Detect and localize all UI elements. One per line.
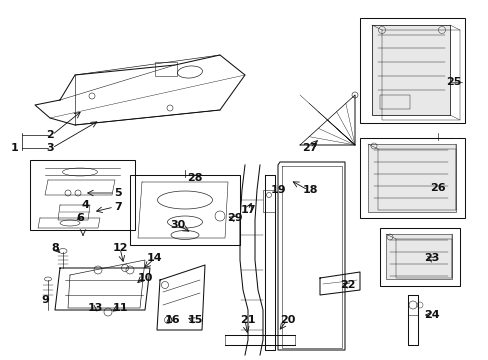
Bar <box>379 228 459 286</box>
Bar <box>155 62 177 76</box>
Text: 15: 15 <box>187 315 202 325</box>
Text: 6: 6 <box>76 213 84 223</box>
Text: 19: 19 <box>270 185 285 195</box>
Text: 24: 24 <box>423 310 439 320</box>
Bar <box>359 138 464 218</box>
Text: 11: 11 <box>112 303 127 313</box>
Text: 23: 23 <box>424 253 439 263</box>
Bar <box>30 160 135 230</box>
Text: 22: 22 <box>340 280 355 290</box>
Text: 10: 10 <box>137 273 152 283</box>
Text: 16: 16 <box>164 315 180 325</box>
Text: 8: 8 <box>51 243 59 253</box>
Text: 29: 29 <box>227 213 243 223</box>
Text: 1: 1 <box>11 143 19 153</box>
Text: 4: 4 <box>81 200 89 210</box>
Text: 2: 2 <box>46 130 54 140</box>
Text: 17: 17 <box>240 205 255 215</box>
Text: 18: 18 <box>302 185 317 195</box>
Text: 20: 20 <box>280 315 295 325</box>
Bar <box>385 234 451 279</box>
Text: 7: 7 <box>114 202 122 212</box>
Bar <box>379 95 409 109</box>
Bar <box>130 175 240 245</box>
Bar <box>263 190 274 212</box>
Text: 26: 26 <box>429 183 445 193</box>
Text: 30: 30 <box>170 220 185 230</box>
Bar <box>359 18 464 123</box>
Text: 28: 28 <box>187 173 203 183</box>
Bar <box>367 144 455 212</box>
Text: 12: 12 <box>112 243 127 253</box>
Text: 5: 5 <box>114 188 122 198</box>
Text: 21: 21 <box>240 315 255 325</box>
Text: 27: 27 <box>302 143 317 153</box>
Text: 14: 14 <box>147 253 163 263</box>
Text: 9: 9 <box>41 295 49 305</box>
Bar <box>371 25 449 115</box>
Text: 25: 25 <box>446 77 461 87</box>
Text: 3: 3 <box>46 143 54 153</box>
Text: 13: 13 <box>87 303 102 313</box>
